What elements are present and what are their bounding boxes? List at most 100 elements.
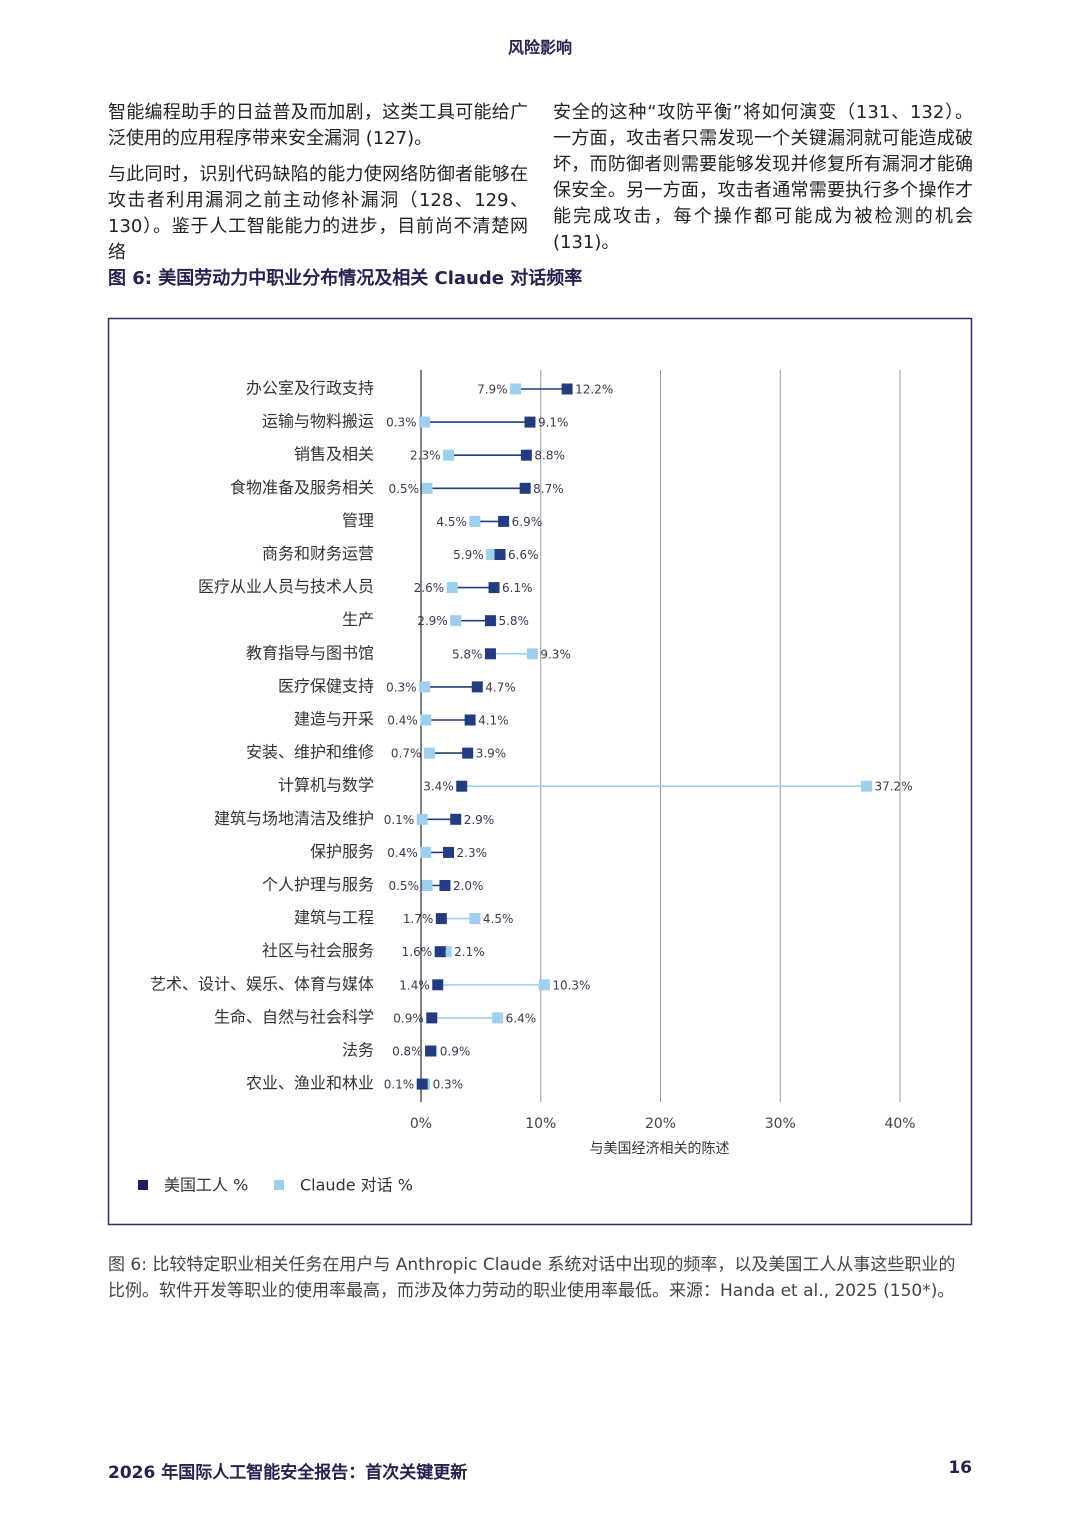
right-column: 安全的这种“攻防平衡”将如何演变（131、132）。一方面，攻击者只需发现一个关…	[553, 100, 973, 266]
value-label: 37.2%	[874, 780, 912, 794]
value-label: 9.1%	[538, 416, 569, 430]
value-label: 5.8%	[498, 614, 528, 628]
category-label: 管理	[342, 511, 374, 530]
value-label: 3.4%	[423, 780, 454, 794]
marker	[462, 747, 474, 759]
marker	[538, 979, 550, 991]
value-label: 0.1%	[384, 813, 415, 827]
value-label: 9.3%	[540, 647, 571, 661]
x-tick-label: 30%	[765, 1116, 796, 1132]
category-label: 建筑与场地清洁及维护	[214, 809, 374, 828]
value-label: 2.9%	[417, 614, 448, 628]
marker	[434, 946, 446, 958]
marker	[450, 615, 462, 627]
category-label: 艺术、设计、娱乐、体育与媒体	[150, 974, 374, 993]
marker	[421, 482, 433, 494]
marker	[469, 515, 481, 527]
value-label: 0.8%	[392, 1045, 423, 1059]
marker	[416, 1078, 428, 1090]
marker	[561, 383, 573, 395]
marker	[860, 780, 872, 792]
left-column: 智能编程助手的日益普及而加剧，这类工具可能给广泛使用的应用程序带来安全漏洞 (1…	[108, 100, 528, 276]
value-label: 0.1%	[384, 1078, 415, 1092]
category-label: 教育指导与图书馆	[246, 643, 374, 662]
value-label: 3.9%	[476, 747, 507, 761]
value-label: 6.4%	[506, 1011, 537, 1025]
marker	[420, 846, 432, 858]
value-label: 5.9%	[453, 548, 484, 562]
legend-swatch	[274, 1180, 284, 1190]
marker	[510, 383, 522, 395]
category-label: 销售及相关	[294, 445, 374, 464]
marker	[484, 615, 496, 627]
category-label: 法务	[342, 1041, 374, 1060]
marker	[469, 913, 481, 925]
x-axis-label: 与美国经济相关的陈述	[590, 1140, 730, 1157]
value-label: 0.3%	[433, 1078, 464, 1092]
marker	[420, 714, 432, 726]
marker	[524, 416, 536, 428]
chart: 0% 10% 20% 30% 40% 与美国经济相关的陈述 办公室及行政支持 7.9% 12.2…	[107, 317, 973, 1226]
value-label: 0.4%	[387, 846, 418, 860]
value-label: 8.7%	[533, 482, 564, 496]
value-label: 0.5%	[388, 482, 419, 496]
paragraph: 与此同时，识别代码缺陷的能力使网络防御者能够在攻击者利用漏洞之前主动修补漏洞（1…	[108, 164, 528, 263]
value-label: 2.3%	[410, 449, 441, 463]
category-label: 农业、渔业和林业	[246, 1074, 374, 1093]
value-label: 2.6%	[414, 581, 445, 595]
page-number: 16	[948, 1458, 972, 1478]
category-label: 医疗保健支持	[278, 676, 374, 695]
value-label: 0.3%	[386, 416, 417, 430]
marker	[494, 549, 506, 560]
category-label: 商务和财务运营	[262, 544, 374, 563]
marker	[484, 648, 496, 660]
legend-label: 美国工人 %	[164, 1176, 248, 1195]
value-label: 2.1%	[454, 945, 485, 959]
marker	[519, 482, 531, 494]
marker	[443, 449, 455, 461]
marker	[450, 813, 462, 825]
chart-frame	[107, 317, 973, 1226]
value-label: 0.3%	[386, 680, 417, 694]
marker	[419, 681, 431, 693]
value-label: 6.1%	[502, 581, 533, 595]
marker	[446, 582, 458, 594]
value-label: 2.0%	[453, 879, 484, 893]
figure-caption: 图 6: 比较特定职业相关任务在用户与 Anthropic Claude 系统对…	[108, 1255, 956, 1301]
value-label: 2.3%	[457, 846, 488, 860]
value-label: 1.4%	[399, 978, 430, 992]
footer-title: 2026 年国际人工智能安全报告：首次关键更新	[108, 1463, 468, 1483]
marker	[426, 1012, 438, 1024]
marker	[435, 913, 447, 925]
value-label: 0.9%	[393, 1011, 424, 1025]
marker	[443, 846, 455, 858]
category-label: 计算机与数学	[278, 776, 374, 795]
category-label: 社区与社会服务	[262, 941, 374, 960]
marker	[488, 582, 500, 594]
page-header: 风险影响	[507, 38, 572, 57]
category-label: 个人护理与服务	[262, 875, 374, 894]
value-label: 10.3%	[552, 978, 590, 992]
x-tick-label: 40%	[884, 1116, 915, 1132]
value-label: 4.1%	[478, 714, 509, 728]
value-label: 0.9%	[440, 1045, 471, 1059]
marker	[425, 1045, 437, 1057]
value-label: 1.7%	[403, 912, 434, 926]
marker	[456, 780, 468, 792]
value-label: 5.8%	[452, 647, 483, 661]
legend-swatch	[138, 1180, 148, 1190]
value-label: 7.9%	[477, 383, 508, 397]
category-label: 生命、自然与社会科学	[214, 1007, 374, 1026]
category-label: 建造与开采	[294, 710, 374, 729]
marker	[419, 416, 431, 428]
marker	[471, 681, 483, 693]
marker	[432, 979, 444, 991]
category-label: 办公室及行政支持	[246, 379, 374, 398]
marker	[520, 449, 532, 461]
value-label: 0.7%	[391, 747, 422, 761]
marker	[423, 747, 435, 759]
x-tick-label: 0%	[410, 1116, 432, 1132]
figure-title: 图 6: 美国劳动力中职业分布情况及相关 Claude 对话频率	[108, 268, 583, 289]
value-label: 0.5%	[388, 879, 419, 893]
